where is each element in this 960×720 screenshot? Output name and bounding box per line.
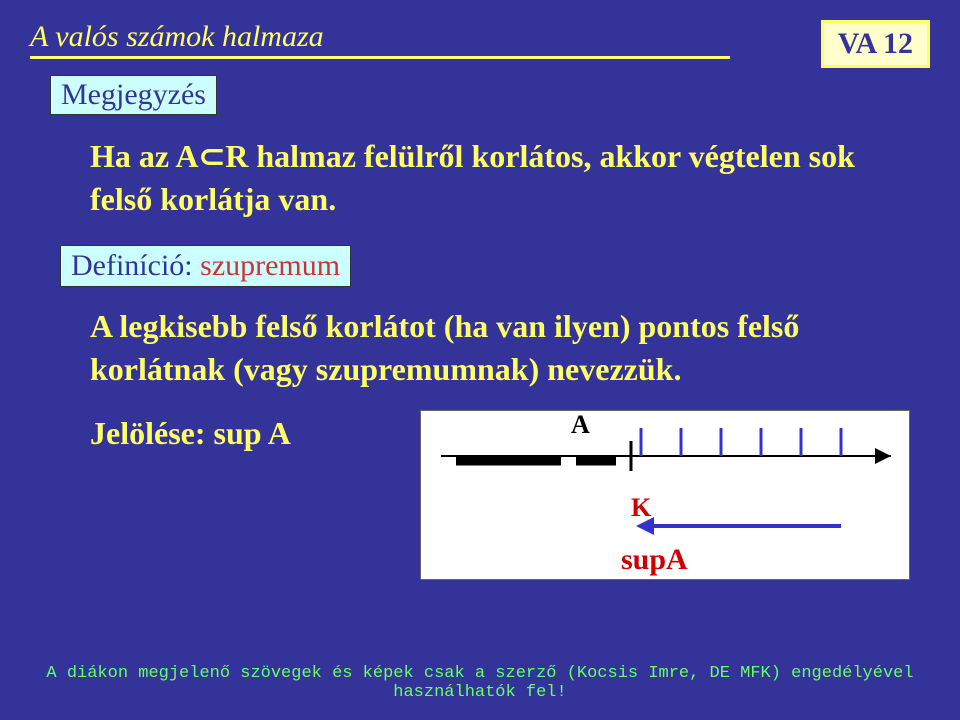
svg-text:supA: supA bbox=[621, 543, 688, 576]
slide-number-badge: VA 12 bbox=[821, 20, 930, 68]
svg-text:K: K bbox=[631, 493, 652, 522]
definition-label: Definíció: szupremum bbox=[60, 245, 351, 287]
definition-prefix: Definíció bbox=[71, 249, 184, 282]
definition-term: szupremum bbox=[200, 249, 340, 282]
remark-text: Ha az A⊂R halmaz felülről korlátos, akko… bbox=[90, 135, 900, 221]
page-title: A valós számok halmaza bbox=[30, 20, 730, 59]
footer-copyright: A diákon megjelenő szövegek és képek csa… bbox=[0, 664, 960, 702]
definition-text: A legkisebb felső korlátot (ha van ilyen… bbox=[90, 305, 900, 391]
supremum-diagram: A KsupA bbox=[420, 410, 910, 580]
svg-text:A: A bbox=[571, 411, 590, 439]
remark-label: Megjegyzés bbox=[50, 75, 217, 115]
notation-text: Jelölése: sup A bbox=[90, 415, 291, 452]
